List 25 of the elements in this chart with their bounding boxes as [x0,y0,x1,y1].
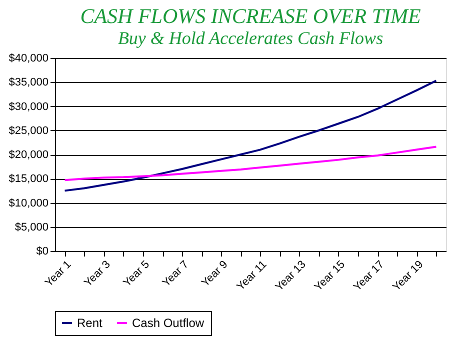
chart-subtitle: Buy & Hold Accelerates Cash Flows [118,28,384,48]
chart-title: CASH FLOWS INCREASE OVER TIME [80,4,421,28]
legend-label: Cash Outflow [132,316,204,330]
x-tick-label: Year 5 [121,258,152,290]
y-tick-label: $30,000 [8,100,48,113]
y-tick-label: $25,000 [8,124,48,137]
y-tick-label: $10,000 [8,197,48,210]
y-tick-label: $35,000 [8,76,48,89]
x-tick-label: Year 11 [234,258,270,293]
x-tick-label: Year 7 [160,258,192,290]
line-series [64,146,438,182]
legend-label: Rent [77,316,104,330]
y-tick-label: $15,000 [8,173,48,186]
x-tick-label: Year 3 [82,258,113,290]
y-tick-label: $0 [36,246,48,258]
y-tick-label: $40,000 [8,52,48,64]
x-tick-label: Year 19 [390,258,426,294]
y-tick-label: $20,000 [8,149,48,161]
x-tick-label: Year 9 [199,258,230,290]
x-tick-label: Year 17 [352,258,387,294]
y-tick-label: $5,000 [14,221,48,234]
x-tick-label: Year 15 [312,258,348,294]
x-tick-label: Year 1 [43,258,74,290]
x-tick-label: Year 13 [273,258,308,294]
line-series [64,80,438,192]
